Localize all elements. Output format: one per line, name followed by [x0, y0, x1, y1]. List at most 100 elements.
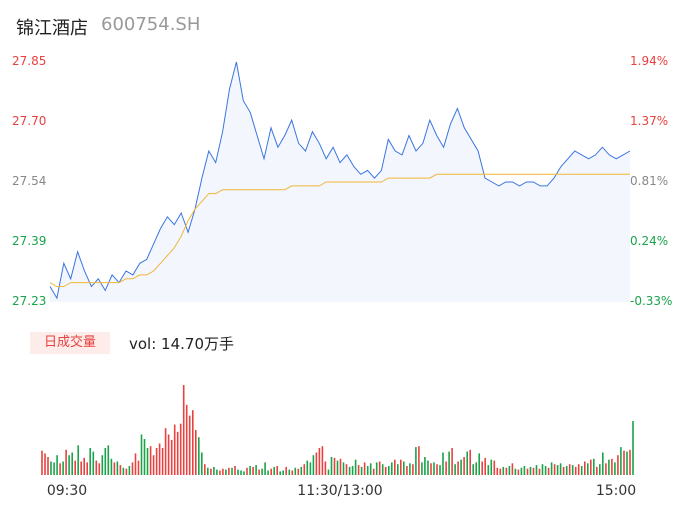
- volume-bar: [92, 451, 95, 475]
- volume-bar: [391, 462, 393, 475]
- volume-bar: [95, 460, 98, 475]
- volume-bar: [113, 462, 116, 475]
- y-right-tick-4: -0.33%: [630, 294, 673, 308]
- volume-bar: [381, 464, 384, 475]
- volume-bar: [614, 462, 616, 475]
- volume-bar: [418, 446, 420, 475]
- volume-bar: [605, 463, 607, 475]
- x-tick-1500: 15:00: [596, 483, 636, 499]
- volume-bar: [152, 455, 155, 475]
- volume-bar: [315, 452, 318, 475]
- volume-bar: [454, 464, 456, 475]
- volume-bar: [608, 459, 610, 475]
- volume-bar: [511, 463, 514, 475]
- volume-bar: [255, 465, 257, 475]
- volume-bar: [529, 466, 532, 475]
- volume-bar: [246, 467, 248, 475]
- volume-bar: [348, 466, 351, 475]
- volume-bar: [478, 453, 480, 475]
- volume-bar: [599, 464, 601, 475]
- volume-bar: [363, 462, 366, 475]
- volume-bar: [487, 465, 490, 475]
- volume-bar: [584, 461, 586, 475]
- volume-bar: [306, 460, 309, 475]
- volume-bar: [535, 465, 538, 475]
- volume-bar: [182, 385, 185, 475]
- volume-bar: [276, 466, 278, 475]
- volume-bar: [481, 461, 483, 475]
- volume-bar: [360, 466, 363, 475]
- volume-bar: [375, 462, 378, 475]
- volume-bar: [351, 466, 354, 475]
- volume-bar: [176, 431, 179, 475]
- volume-bar: [406, 466, 408, 475]
- volume-bar: [388, 466, 390, 475]
- volume-bar: [587, 463, 589, 475]
- volume-bar: [131, 462, 134, 475]
- volume-bar: [538, 468, 541, 475]
- volume-bar: [571, 465, 574, 475]
- volume-bar: [541, 464, 544, 475]
- volume-bar: [216, 469, 218, 475]
- volume-bar: [617, 455, 619, 475]
- volume-bar: [333, 457, 336, 475]
- volume-bar: [291, 470, 294, 475]
- volume-bar: [312, 455, 315, 475]
- volume-bar: [502, 466, 505, 475]
- volume-bar: [264, 462, 266, 475]
- volume-bar: [249, 466, 251, 475]
- volume-bar: [128, 466, 131, 475]
- volume-bar: [74, 460, 76, 475]
- volume-bar: [580, 466, 583, 475]
- volume-bar: [354, 459, 357, 475]
- volume-bar: [463, 457, 465, 475]
- volume-bar: [412, 464, 414, 475]
- volume-bar: [219, 470, 221, 475]
- volume-bar: [547, 467, 550, 475]
- volume-bar: [318, 448, 321, 475]
- volume-bar: [185, 404, 188, 475]
- y-left-tick-0: 27.85: [12, 54, 47, 68]
- volume-bar: [143, 439, 146, 475]
- volume-bar: [237, 469, 239, 475]
- volume-bar: [134, 453, 137, 475]
- x-tick-midday: 11:30/13:00: [297, 483, 382, 499]
- volume-bar: [397, 464, 399, 475]
- stock-code: 600754.SH: [101, 14, 201, 35]
- volume-bar: [164, 428, 167, 475]
- avg-line: [49, 173, 630, 287]
- price-line: [49, 61, 631, 300]
- volume-bar: [68, 455, 70, 475]
- volume-bar: [309, 462, 312, 475]
- volume-bar: [107, 445, 110, 475]
- volume-bar: [436, 464, 438, 475]
- volume-bar: [294, 467, 297, 475]
- volume-bar: [282, 470, 284, 475]
- volume-bar: [632, 421, 634, 475]
- volume-bar: [472, 464, 474, 475]
- volume-bar: [457, 461, 459, 475]
- y-right-tick-0: 1.94%: [630, 54, 669, 68]
- volume-bar: [207, 467, 209, 475]
- volume-bar: [556, 465, 559, 475]
- volume-bar: [47, 457, 49, 475]
- volume-bar: [611, 458, 613, 475]
- volume-bar: [137, 460, 140, 475]
- volume-bar: [342, 462, 345, 475]
- y-right-tick-1: 1.37%: [630, 114, 669, 128]
- volume-bar: [394, 459, 396, 475]
- volume-bar: [460, 459, 462, 475]
- stock-name: 锦江酒店: [16, 18, 88, 39]
- volume-bar: [234, 466, 236, 475]
- volume-bar: [119, 465, 122, 475]
- volume-bar: [448, 451, 450, 475]
- volume-bar: [44, 453, 46, 475]
- volume-bar: [366, 466, 369, 475]
- volume-bar: [201, 452, 203, 475]
- volume-bar: [559, 463, 562, 475]
- volume-bar: [345, 464, 348, 475]
- volume-bar: [231, 467, 233, 475]
- y-left-tick-1: 27.70: [12, 114, 47, 128]
